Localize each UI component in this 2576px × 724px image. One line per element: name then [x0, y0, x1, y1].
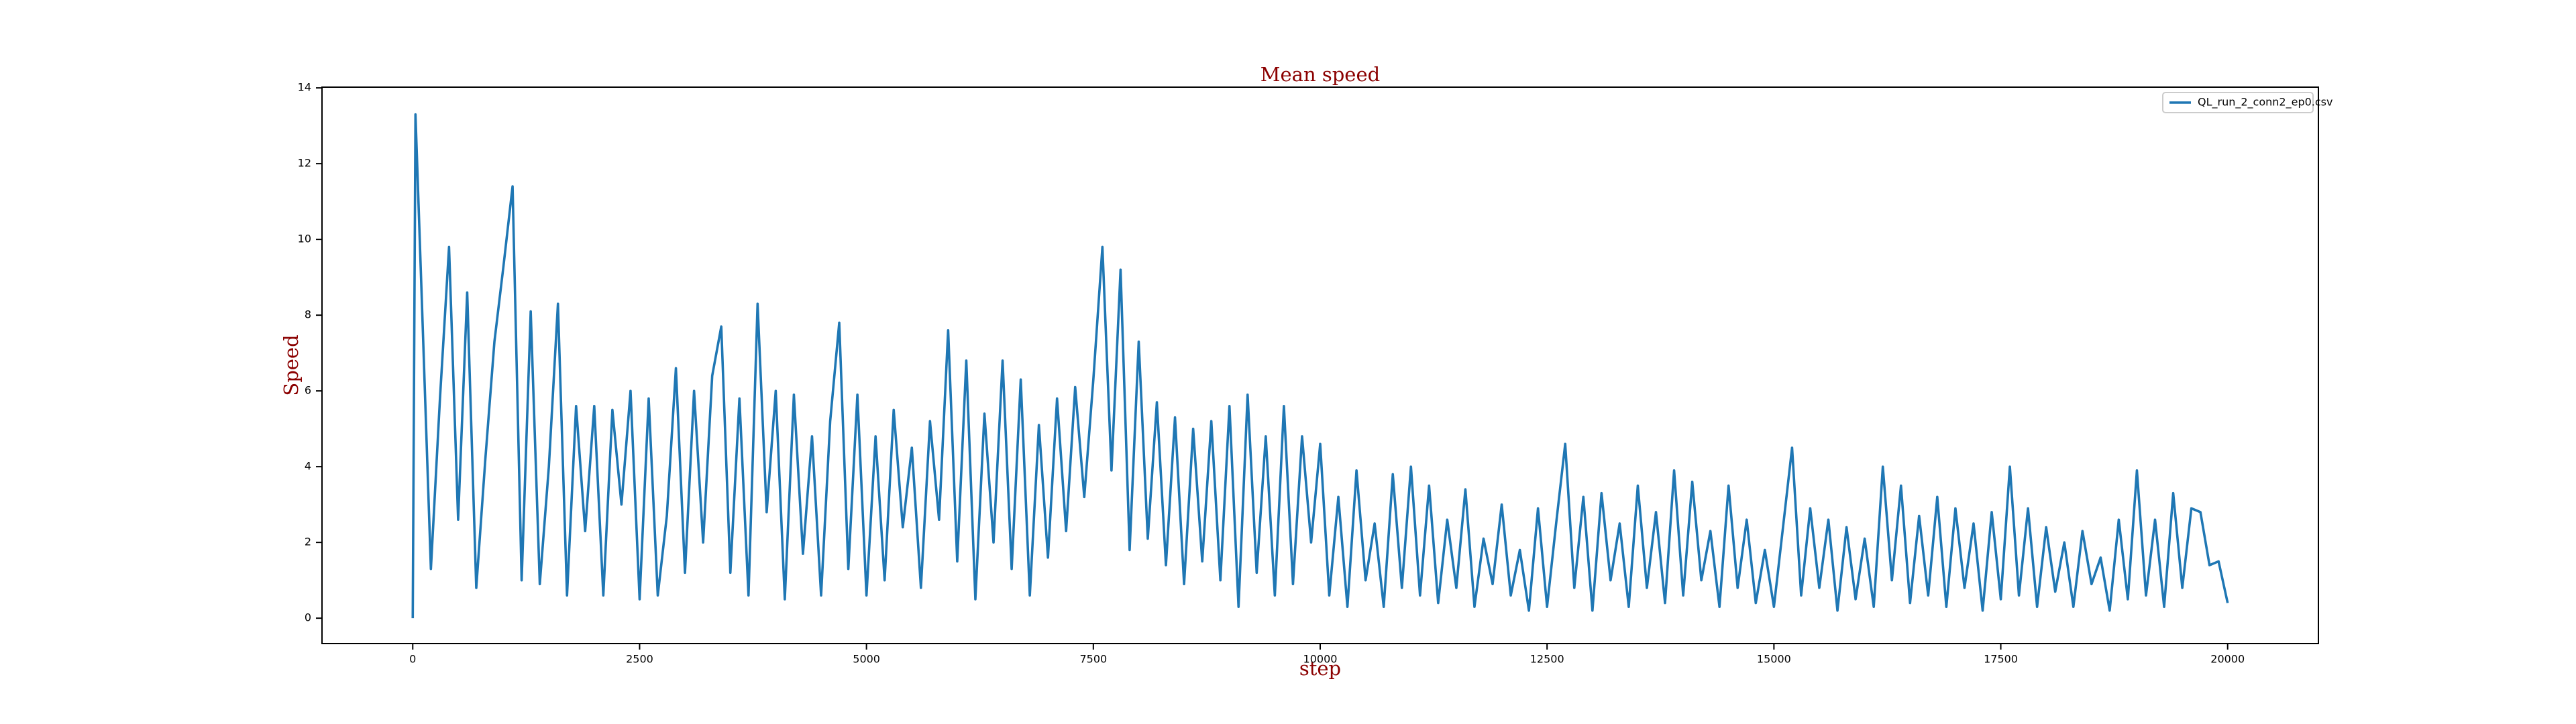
x-axis-label: step	[1299, 657, 1341, 680]
chart-title: Mean speed	[1260, 63, 1380, 86]
x-tick-label: 15000	[1757, 653, 1791, 666]
plot-frame	[321, 86, 2319, 644]
y-tick-label: 4	[305, 460, 311, 473]
y-tick-label: 12	[298, 157, 311, 170]
x-tick-label: 17500	[1984, 653, 2018, 666]
legend-box	[2162, 92, 2314, 113]
y-tick-label: 10	[298, 233, 311, 245]
x-tick-label: 5000	[853, 653, 880, 666]
x-tick-label: 7500	[1079, 653, 1107, 666]
x-tick-label: 2500	[626, 653, 653, 666]
x-tick-label: 10000	[1303, 653, 1338, 666]
y-tick-label: 2	[305, 536, 311, 548]
x-tick-label: 0	[409, 653, 416, 666]
data-line	[411, 113, 2229, 619]
y-tick-label: 8	[305, 308, 311, 321]
legend-label: QL_run_2_conn2_ep0.csv	[2198, 96, 2332, 109]
y-axis-label: Speed	[280, 335, 303, 396]
y-tick-label: 0	[305, 611, 311, 624]
y-tick-label: 6	[305, 384, 311, 397]
y-tick-label: 14	[298, 81, 311, 94]
x-tick-label: 12500	[1530, 653, 1564, 666]
x-tick-label: 20000	[2210, 653, 2245, 666]
